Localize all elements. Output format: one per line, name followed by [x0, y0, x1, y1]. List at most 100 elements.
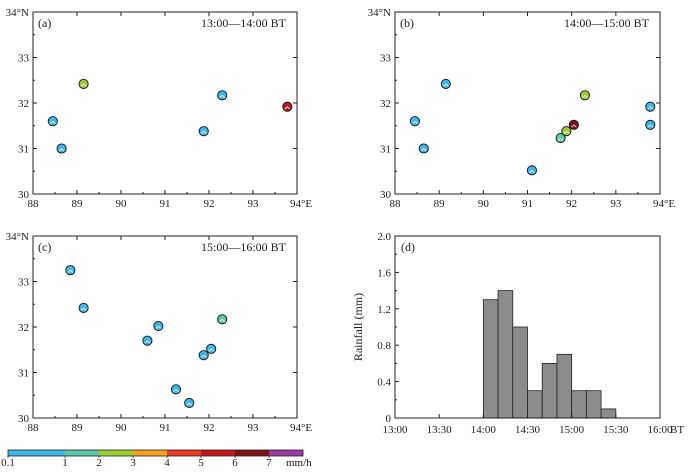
- bar: [571, 390, 587, 419]
- panel-a-frame: [32, 11, 298, 195]
- x-unit-d: BT: [670, 424, 684, 436]
- x-tick-label-b: 91: [522, 198, 533, 210]
- station-marker-notch: [563, 130, 570, 134]
- x-tick-label-c: 92: [204, 422, 215, 434]
- y-tick-label-b: 30: [380, 189, 392, 201]
- y-tick-label-d: 2.0: [377, 231, 391, 243]
- colorbar-label-1: 0.1: [1, 457, 15, 469]
- station-marker-notch: [200, 130, 207, 134]
- x-tick-label-a: 91: [160, 198, 171, 210]
- panel-c-frame: [32, 235, 298, 419]
- bar: [585, 390, 602, 419]
- panel-b-frame: [394, 11, 661, 195]
- panel-c: [32, 235, 298, 419]
- x-tick-label-c: 94°E: [290, 422, 312, 434]
- bar: [527, 390, 543, 419]
- x-tick-label-d: 13:30: [427, 424, 453, 436]
- station-marker-notch: [80, 83, 87, 87]
- y-tick-label-a: 32: [18, 98, 29, 110]
- station-marker-notch: [50, 120, 56, 124]
- y-tick-label-a: 34°N: [6, 7, 29, 19]
- y-tick-label-c: 33: [18, 277, 30, 289]
- x-tick-label-c: 88: [28, 422, 40, 434]
- time-label-a: 13:00—14:00 BT: [201, 16, 287, 30]
- station-marker-notch: [67, 269, 74, 273]
- colorbar-swatch: [201, 450, 235, 456]
- x-tick-label-b: 94°E: [653, 198, 675, 210]
- colorbar-frame: [7, 449, 304, 457]
- x-tick-label-c: 91: [160, 422, 171, 434]
- colorbar-swatch: [133, 450, 167, 456]
- colorbar: [7, 449, 304, 458]
- y-tick-label-a: 30: [18, 189, 30, 201]
- colorbar-swatch: [235, 450, 269, 456]
- station-marker-notch: [58, 148, 65, 152]
- station-marker-notch: [443, 83, 449, 87]
- x-tick-label-d: 16:00: [647, 424, 673, 436]
- station-marker-notch: [420, 148, 427, 152]
- colorbar-label-4: 3: [130, 457, 136, 469]
- bar: [482, 299, 499, 419]
- bar: [541, 362, 558, 419]
- x-tick-label-d: 13:00: [382, 424, 408, 436]
- x-tick-label-d: 15:30: [603, 424, 629, 436]
- x-tick-label-c: 93: [248, 422, 260, 434]
- y-tick-label-a: 31: [18, 144, 29, 156]
- station-marker-notch: [582, 94, 588, 98]
- x-tick-label-d: 15:00: [559, 424, 585, 436]
- x-tick-label-c: 89: [72, 422, 84, 434]
- x-tick-label-b: 88: [390, 198, 402, 210]
- y-tick-label-c: 31: [18, 368, 29, 380]
- x-tick-label-a: 93: [248, 198, 260, 210]
- station-marker-notch: [557, 137, 564, 141]
- panel-b: [394, 11, 661, 195]
- station-marker-notch: [412, 120, 418, 124]
- colorbar-label-2: 1: [62, 457, 68, 469]
- x-tick-label-d: 14:30: [515, 424, 541, 436]
- panel-label-a: (a): [38, 16, 51, 30]
- y-tick-label-c: 32: [18, 322, 29, 334]
- panel-d: [394, 235, 661, 419]
- station-marker-notch: [208, 348, 214, 352]
- colorbar-label-7: 6: [232, 457, 238, 469]
- x-tick-label-a: 94°E: [290, 198, 312, 210]
- station-marker-notch: [186, 402, 192, 406]
- y-tick-label-b: 32: [380, 98, 391, 110]
- panel-label-c: (c): [38, 240, 51, 254]
- x-tick-label-b: 92: [566, 198, 577, 210]
- y-tick-label-b: 33: [380, 53, 392, 65]
- station-marker-notch: [647, 106, 654, 110]
- panel-label-d: (d): [401, 240, 415, 254]
- colorbar-swatch: [65, 450, 99, 456]
- y-tick-label-d: 0.4: [377, 377, 391, 389]
- station-marker-notch: [80, 307, 87, 311]
- colorbar-label-5: 4: [164, 457, 170, 469]
- x-tick-label-b: 93: [610, 198, 622, 210]
- station-marker-notch: [529, 170, 535, 174]
- y-tick-label-d: 0.8: [377, 340, 391, 352]
- colorbar-unit: mm/h: [286, 457, 312, 469]
- colorbar-label-8: 7: [266, 457, 272, 469]
- y-tick-label-b: 34°N: [368, 7, 391, 19]
- y-tick-label-c: 34°N: [6, 231, 29, 243]
- panel-a: [32, 11, 298, 195]
- colorbar-swatch: [167, 450, 201, 456]
- y-tick-label-d: 0: [386, 413, 392, 425]
- x-tick-label-b: 90: [478, 198, 490, 210]
- station-marker-notch: [200, 354, 207, 358]
- bar: [556, 353, 573, 419]
- colorbar-label-6: 5: [198, 457, 204, 469]
- y-tick-label-d: 1.6: [377, 267, 391, 279]
- x-tick-label-a: 89: [72, 198, 84, 210]
- bar: [600, 408, 617, 419]
- station-marker-notch: [144, 340, 151, 344]
- station-marker-notch: [155, 325, 162, 329]
- time-label-b: 14:00—15:00 BT: [564, 16, 650, 30]
- bar: [497, 290, 514, 419]
- y-tick-label-c: 30: [18, 413, 30, 425]
- colorbar-swatch: [269, 450, 303, 456]
- x-tick-label-a: 92: [204, 198, 215, 210]
- x-tick-label-c: 90: [116, 422, 128, 434]
- station-marker-notch: [219, 318, 225, 322]
